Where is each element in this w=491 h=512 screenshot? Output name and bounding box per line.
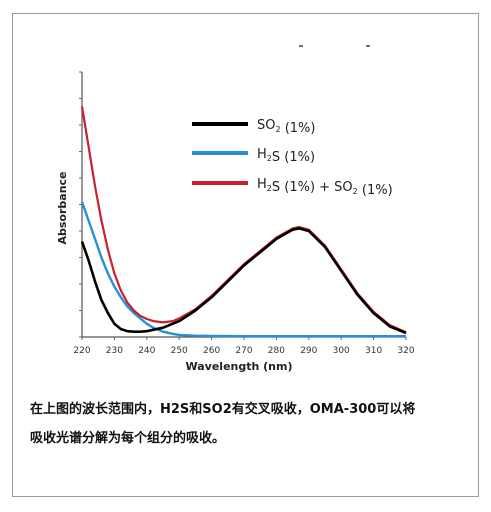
x-axis-label: Wavelength (nm) (186, 360, 293, 373)
y-tick-marks (79, 71, 82, 338)
legend-so2-label: SO2 (1%) (257, 118, 315, 136)
x-tick-label: 270 (235, 346, 252, 356)
x-tick-label: 240 (138, 346, 155, 356)
x-tick-label: 320 (397, 346, 414, 356)
y-axis-label: Absorbance (56, 171, 69, 244)
caption-line-2: 吸收光谱分解为每个组分的吸收。 (30, 431, 226, 446)
x-tick-label: 310 (365, 346, 382, 356)
x-tick-labels: 220 230 240 250 260 270 280 290 300 310 320 (73, 337, 415, 356)
x-tick-label: 290 (300, 346, 317, 356)
x-tick-label: 280 (268, 346, 285, 356)
x-tick-label: 230 (106, 346, 123, 356)
x-tick-label: 250 (171, 346, 188, 356)
legend-h2s-label: H2S (1%) (257, 147, 315, 165)
so2-line (80, 227, 407, 335)
legend-mix-label: H2S (1%) + SO2 (1%) (257, 177, 393, 198)
caption-line-1: 在上图的波长范围内，H2S和SO2有交叉吸收，OMA-300可以将 (30, 402, 416, 417)
mix-line (80, 106, 407, 334)
legend: SO2 (1%) H2S (1%) H2S (1%) + SO2 (1%) (192, 45, 393, 198)
x-tick-label: 300 (333, 346, 350, 356)
x-tick-label: 220 (73, 346, 90, 356)
chart-axes (81, 72, 406, 338)
x-tick-label: 260 (203, 346, 220, 356)
series-lines (80, 106, 407, 338)
h2s-line (80, 201, 406, 338)
figure-frame (12, 13, 479, 497)
